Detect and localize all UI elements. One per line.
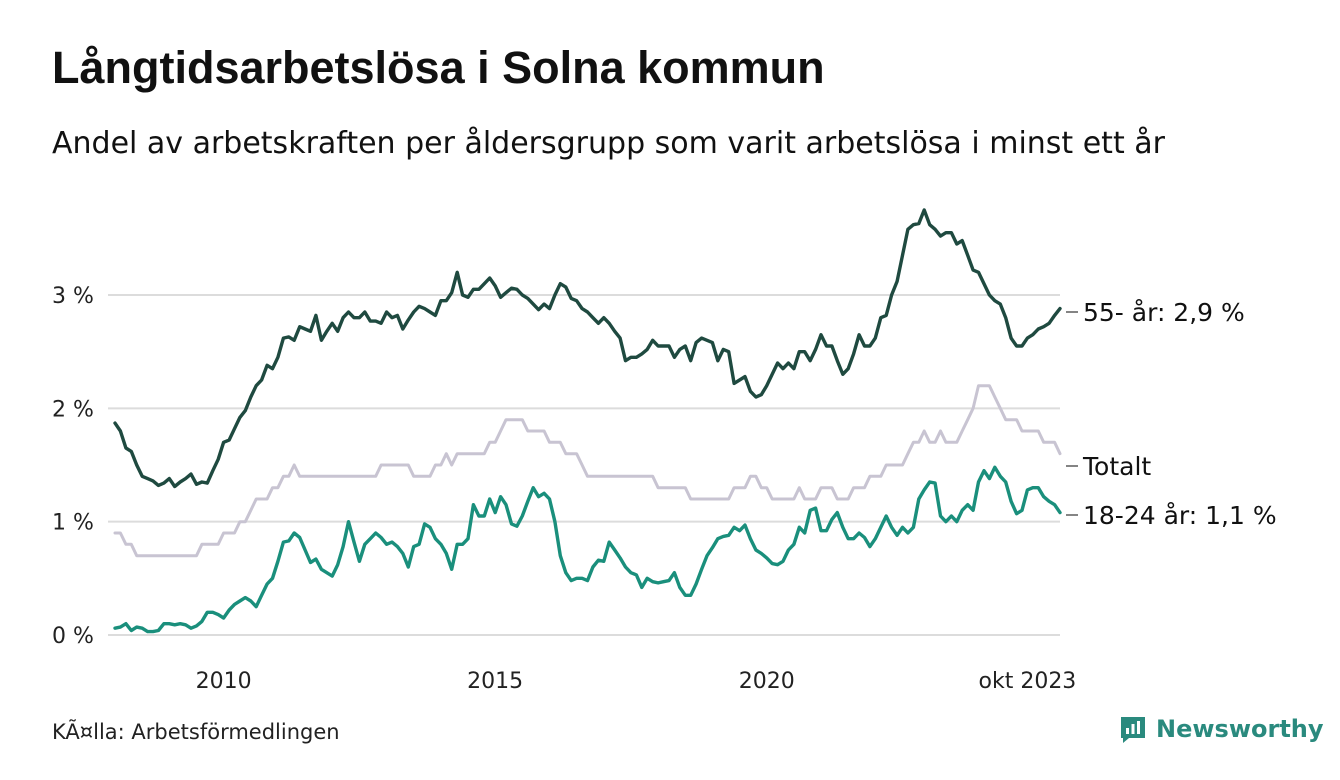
chart-subtitle: Andel av arbetskraften per åldersgrupp s… [52,126,1165,161]
x-tick-label: 2020 [739,669,795,694]
series-line-55-r [113,208,1062,489]
brand-name: Newsworthy [1156,715,1324,743]
x-tick-label: 2010 [196,669,252,694]
series-line-18-24-r [113,465,1062,634]
x-tick-label: okt 2023 [979,669,1077,694]
series-lines [113,208,1062,634]
y-tick-label: 0 % [52,624,94,649]
x-axis: 2010 2015 2020 okt 2023 [196,669,1077,694]
source-note: KÃ¤lla: Arbetsförmedlingen [52,720,340,744]
y-tick-label: 1 % [52,511,94,536]
chart-title: Långtidsarbetslösa i Solna kommun [52,42,825,93]
y-tick-label: 3 % [52,284,94,309]
x-tick-label: 2015 [467,669,523,694]
end-label: 55- år: 2,9 % [1083,298,1245,327]
gridlines [108,294,1060,636]
end-labels: Totalt 18-24 år: 1,1 % 55- år: 2,9 % [1066,298,1277,530]
brand-logo: Newsworthy [1118,714,1324,744]
newsworthy-logo-icon [1121,717,1145,743]
series-line-totalt [113,384,1062,558]
end-label: 18-24 år: 1,1 % [1083,501,1277,530]
y-axis: 0 % 1 % 2 % 3 % [52,284,94,649]
end-label: Totalt [1082,452,1151,481]
y-tick-label: 2 % [52,397,94,422]
